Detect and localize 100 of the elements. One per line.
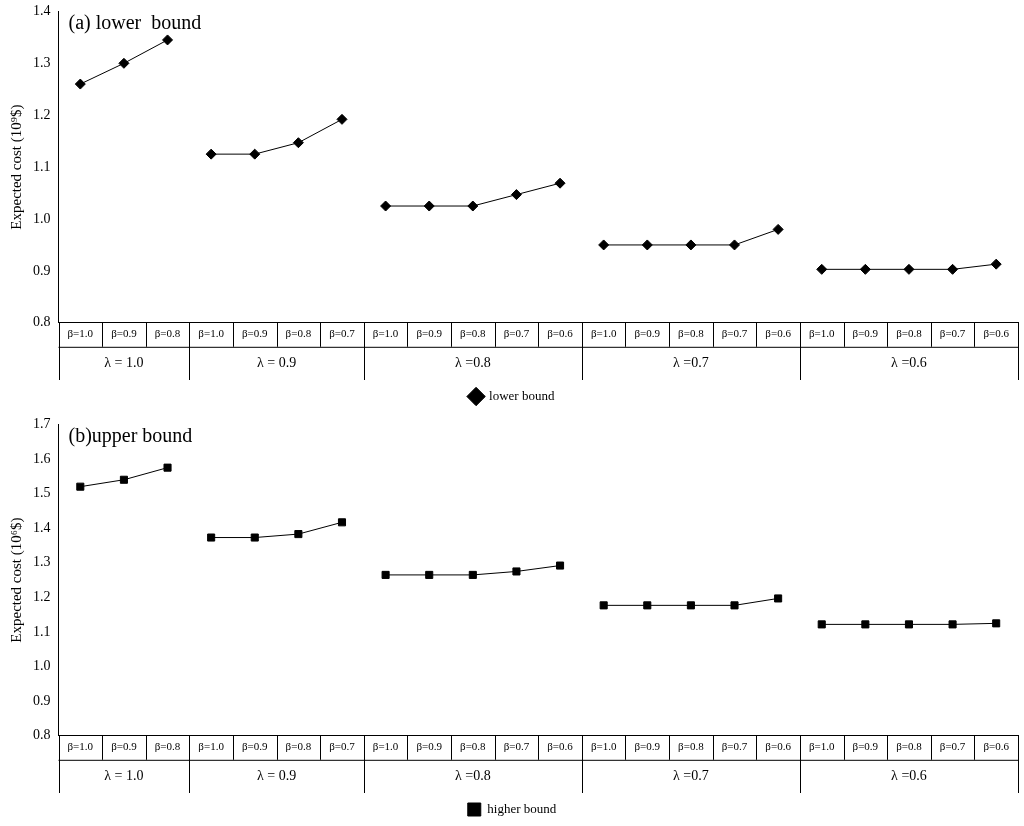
- x-tick-label: β=0.8: [285, 327, 312, 340]
- point: [861, 620, 870, 629]
- y-tick-label: 1.7: [33, 416, 51, 432]
- x-tick-label: β=0.9: [852, 740, 879, 753]
- x-tick-label: β=0.6: [765, 740, 792, 753]
- x-tick-label: β=1.0: [372, 327, 399, 340]
- y-tick-label: 1.2: [33, 589, 51, 605]
- point: [512, 567, 521, 576]
- point: [599, 601, 608, 610]
- point: [118, 57, 130, 69]
- x-tick-label: β=0.9: [852, 327, 879, 340]
- point: [76, 482, 85, 491]
- x-tick-label: β=0.8: [678, 327, 705, 340]
- y-tick-label: 0.8: [33, 727, 51, 743]
- point: [467, 200, 479, 212]
- x-tick-label: β=0.8: [285, 740, 312, 753]
- x-tick-label: β=0.7: [503, 740, 530, 753]
- point: [904, 620, 913, 629]
- point: [903, 263, 915, 275]
- point: [772, 223, 784, 235]
- text: λ = 1.0: [104, 768, 144, 784]
- point: [425, 570, 434, 579]
- point: [554, 177, 566, 189]
- y-tick-label: 0.9: [33, 692, 51, 708]
- point: [948, 620, 957, 629]
- chart-title: (b)upper bound: [68, 423, 193, 447]
- x-tick-label: β=0.8: [460, 740, 487, 753]
- x-tick-label: β=0.6: [983, 327, 1010, 340]
- x-tick-label: β=0.7: [329, 740, 356, 753]
- point: [381, 570, 390, 579]
- x-tick-label: β=1.0: [67, 740, 94, 753]
- x-tick-label: β=0.9: [416, 327, 443, 340]
- x-tick-label: β=1.0: [198, 327, 225, 340]
- x-tick-label: β=0.7: [329, 327, 356, 340]
- x-tick-label: β=0.9: [416, 740, 443, 753]
- x-tick-label: β=1.0: [67, 327, 94, 340]
- y-tick-label: 1.4: [33, 519, 51, 535]
- text: λ =0.6: [891, 355, 927, 371]
- x-tick-label: β=1.0: [198, 740, 225, 753]
- point: [729, 239, 741, 251]
- text: λ =0.7: [673, 355, 709, 371]
- x-tick-label: β=0.6: [547, 740, 574, 753]
- x-tick-label: β=0.6: [983, 740, 1010, 753]
- point: [556, 561, 565, 570]
- y-tick-label: 1.1: [33, 623, 51, 639]
- point: [423, 200, 435, 212]
- x-tick-label: β=0.9: [241, 327, 269, 340]
- x-tick-label: β=0.8: [154, 740, 181, 753]
- point: [730, 601, 739, 610]
- x-tick-label: β=0.9: [111, 327, 138, 340]
- y-tick-label: 1.5: [33, 485, 51, 501]
- y-tick-label: 1.2: [33, 106, 51, 122]
- x-tick-label: β=0.6: [765, 327, 792, 340]
- point: [510, 189, 522, 201]
- x-tick-label: β=1.0: [808, 327, 836, 340]
- point: [207, 533, 216, 542]
- point: [859, 263, 871, 275]
- legend-label: higher bound: [487, 800, 557, 816]
- x-tick-label: β=0.7: [721, 740, 748, 753]
- text: λ =0.6: [891, 768, 927, 784]
- y-tick-label: 1.0: [33, 210, 51, 226]
- point: [380, 200, 392, 212]
- x-tick-label: β=0.7: [939, 740, 966, 753]
- x-tick-label: β=0.8: [154, 327, 181, 340]
- y-tick-label: 1.4: [33, 3, 51, 19]
- point: [162, 34, 174, 46]
- point: [947, 263, 959, 275]
- point: [205, 148, 217, 160]
- y-tick-label: 1.1: [33, 158, 51, 174]
- point: [992, 619, 1001, 628]
- point: [249, 148, 261, 160]
- point: [641, 239, 653, 251]
- point: [816, 263, 828, 275]
- text: λ = 0.9: [256, 355, 297, 371]
- x-tick-label: β=0.9: [634, 327, 661, 340]
- text: λ =0.8: [454, 355, 491, 371]
- y-tick-label: 1.0: [33, 658, 51, 674]
- chart-title: (a) lower bound: [68, 10, 202, 34]
- y-tick-label: 1.6: [33, 450, 51, 466]
- y-axis-title: Expected cost (10⁶$): [7, 517, 25, 643]
- point: [119, 475, 128, 484]
- x-tick-label: β=0.7: [939, 327, 966, 340]
- x-tick-label: β=0.6: [547, 327, 574, 340]
- point: [292, 137, 304, 149]
- y-tick-label: 0.9: [33, 262, 51, 278]
- point: [686, 601, 695, 610]
- point: [294, 530, 303, 539]
- point: [468, 570, 477, 579]
- point: [685, 239, 697, 251]
- y-axis-title: Expected cost (10⁹$): [7, 104, 25, 230]
- text: λ = 1.0: [104, 355, 144, 371]
- point: [163, 463, 172, 472]
- x-tick-label: β=0.7: [721, 327, 748, 340]
- x-tick-label: β=0.9: [111, 740, 138, 753]
- x-tick-label: β=0.8: [896, 740, 923, 753]
- x-tick-label: β=1.0: [808, 740, 836, 753]
- text: λ = 0.9: [256, 768, 297, 784]
- x-tick-label: β=1.0: [372, 740, 399, 753]
- x-tick-label: β=1.0: [590, 740, 617, 753]
- y-tick-label: 0.8: [33, 314, 51, 330]
